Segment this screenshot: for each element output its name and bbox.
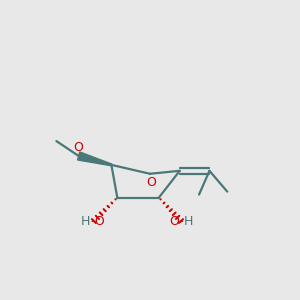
Text: -O: -O — [91, 215, 105, 228]
Text: H: H — [184, 215, 194, 228]
Text: O-: O- — [169, 215, 184, 228]
Polygon shape — [78, 152, 112, 166]
Text: O: O — [74, 141, 84, 154]
Text: O: O — [146, 176, 156, 189]
Text: H: H — [81, 215, 91, 228]
